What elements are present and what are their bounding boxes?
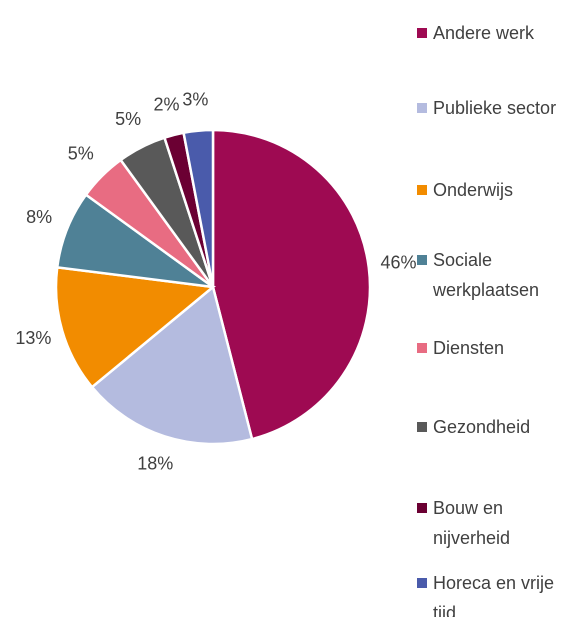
legend-swatch [417,422,427,432]
data-label: 3% [182,90,208,110]
data-label: 18% [137,454,173,474]
data-label: 2% [153,95,179,115]
legend-swatch [417,103,427,113]
data-label: 5% [68,144,94,164]
legend-entry: Gezondheid [417,412,582,442]
legend-swatch [417,255,427,265]
legend-label: Diensten [433,338,505,358]
data-label: 5% [115,109,141,129]
pie-slice [90,284,254,446]
legend-label: Bouw en nijverheid [433,498,511,548]
legend-entry: Sociale werkplaatsen [417,245,582,305]
data-label: 8% [26,207,52,227]
legend-swatch [417,343,427,353]
legend-entry: Horeca en vrije tijd [417,568,582,617]
legend-swatch [417,185,427,195]
legend-swatch [417,503,427,513]
legend-label: Publieke sector [433,98,557,118]
pie-slice [54,265,217,389]
legend-entry: Onderwijs [417,175,582,205]
pie-slice [182,128,215,288]
legend-entry: Andere werk [417,18,582,48]
legend-swatch [417,28,427,38]
legend-label: Sociale werkplaatsen [433,250,540,300]
legend-label: Gezondheid [433,417,531,437]
legend-swatch [417,578,427,588]
legend-entry: Bouw en nijverheid [417,493,582,553]
legend-label: Andere werk [433,23,535,43]
legend-label: Onderwijs [433,180,514,200]
pie-slice [211,128,372,441]
legend-entry: Publieke sector [417,93,582,123]
data-label: 13% [15,328,51,348]
data-label: 46% [381,252,417,272]
legend-label: Horeca en vrije tijd [433,573,555,617]
legend-entry: Diensten [417,333,582,363]
